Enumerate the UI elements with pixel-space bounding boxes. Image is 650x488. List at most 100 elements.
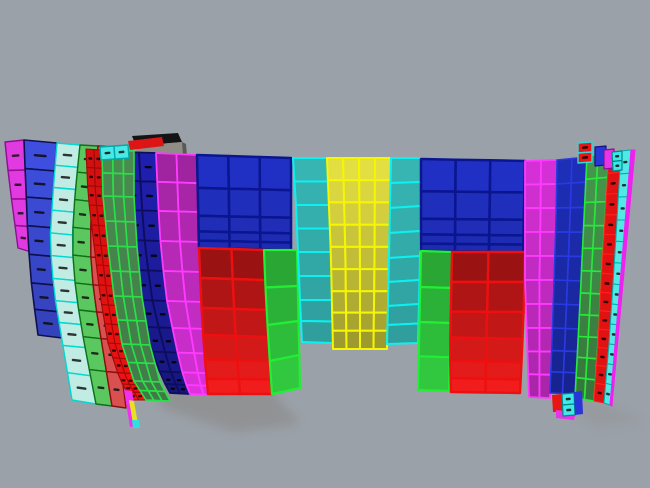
panel-cell[interactable] (527, 373, 541, 399)
column-green-left[interactable] (262, 248, 302, 396)
panel-cell[interactable] (538, 350, 553, 376)
panel-cell[interactable] (205, 377, 242, 396)
strip-cyan-right[interactable] (603, 149, 632, 406)
column-green-right[interactable] (416, 249, 454, 393)
panel-cell[interactable] (343, 223, 361, 248)
panel-cell[interactable] (196, 186, 231, 218)
panel-cell[interactable] (328, 223, 347, 248)
panel-cell[interactable] (538, 279, 555, 305)
panel-cell[interactable] (486, 250, 527, 284)
panel-cell[interactable] (554, 206, 572, 233)
panel-cell[interactable] (552, 279, 569, 306)
band-green-left[interactable] (101, 149, 171, 402)
panel-cell[interactable] (344, 268, 361, 293)
panel-cell[interactable] (453, 242, 491, 253)
panel-cell[interactable] (232, 307, 270, 339)
block-blue-right[interactable] (419, 157, 527, 254)
panel-cell[interactable] (538, 327, 554, 353)
panel-cell[interactable] (373, 201, 392, 226)
panel-cell[interactable] (359, 290, 376, 314)
panel-cell[interactable] (609, 149, 636, 407)
panel-cell[interactable] (264, 284, 300, 327)
panel-cell[interactable] (343, 201, 361, 226)
sliver-magenta-right[interactable] (609, 149, 636, 407)
panel-cell[interactable] (524, 231, 542, 257)
panel-cell[interactable] (526, 350, 541, 376)
panel-cell[interactable] (258, 155, 293, 192)
panel-cell[interactable] (389, 181, 422, 209)
panel-cell[interactable] (342, 179, 361, 204)
panel-cell[interactable] (342, 157, 361, 182)
panel-cell[interactable] (549, 370, 565, 395)
block-red-left[interactable] (197, 246, 274, 396)
tab-red-top-right[interactable] (577, 141, 593, 164)
column-teal-right[interactable] (386, 157, 422, 345)
panel-cell[interactable] (484, 377, 522, 395)
panel-cell[interactable] (550, 327, 567, 352)
panel-cell[interactable] (484, 360, 523, 381)
panel-cell[interactable] (258, 188, 293, 220)
panel-cell[interactable] (203, 358, 241, 381)
panel-cell[interactable] (300, 320, 334, 344)
panel-cell[interactable] (358, 223, 376, 248)
panel-cell[interactable] (553, 255, 570, 282)
panel-cell[interactable] (565, 279, 582, 306)
panel-cell[interactable] (387, 279, 421, 307)
panel-cell[interactable] (450, 250, 490, 284)
panel-cell[interactable] (488, 159, 527, 194)
panel-cell[interactable] (331, 311, 348, 332)
panel-cell[interactable] (388, 230, 422, 259)
panel-cell[interactable] (155, 152, 179, 184)
panel-cell[interactable] (449, 336, 488, 363)
panel-cell[interactable] (326, 157, 345, 182)
panel-cell[interactable] (345, 311, 361, 332)
column-navy-right[interactable] (549, 156, 588, 395)
panel-cell[interactable] (419, 217, 457, 237)
panel-cell[interactable] (566, 255, 584, 282)
panel-cell[interactable] (197, 214, 231, 234)
panel-cell[interactable] (293, 180, 330, 206)
panel-cell[interactable] (157, 210, 181, 243)
panel-cell[interactable] (418, 285, 453, 325)
panel-cell[interactable] (358, 201, 376, 226)
fan-strip-cyan[interactable] (49, 142, 97, 405)
panel-cell[interactable] (553, 231, 571, 258)
panel-cell[interactable] (525, 327, 541, 353)
panel-cell[interactable] (594, 176, 609, 203)
column-magenta-left[interactable] (155, 152, 218, 396)
panel-cell[interactable] (298, 275, 333, 301)
panel-cell[interactable] (299, 299, 334, 323)
panel-cell[interactable] (555, 182, 573, 209)
panel-cell[interactable] (539, 159, 558, 186)
panel-cell[interactable] (262, 248, 299, 289)
tab-cyan-bottom-right[interactable] (561, 392, 576, 417)
panel-cell[interactable] (449, 310, 489, 340)
panel-cell[interactable] (358, 157, 376, 182)
tab-red-bottom-right[interactable] (552, 394, 563, 412)
sliver-cyan-bottom-left[interactable] (132, 420, 140, 428)
panel-cell[interactable] (538, 255, 556, 281)
panel-cell[interactable] (126, 245, 141, 273)
panel-cell[interactable] (297, 251, 333, 277)
panel-cell[interactable] (387, 255, 421, 283)
panel-cell[interactable] (372, 329, 389, 350)
panel-cell[interactable] (258, 215, 293, 235)
panel-cell[interactable] (227, 215, 262, 235)
panel-cell[interactable] (201, 333, 239, 362)
panel-cell[interactable] (486, 280, 526, 314)
panel-cell[interactable] (569, 181, 587, 209)
panel-cell[interactable] (359, 329, 375, 350)
panel-cell[interactable] (419, 157, 457, 193)
panel-cell[interactable] (129, 270, 143, 298)
panel-cell[interactable] (589, 270, 603, 295)
panel-cell[interactable] (177, 210, 201, 243)
tab-cyan-top-left[interactable] (99, 144, 130, 161)
panel-cell[interactable] (292, 157, 329, 183)
panel-cell[interactable] (372, 311, 389, 332)
panel-cell[interactable] (551, 303, 568, 330)
panel-cell[interactable] (449, 280, 490, 313)
panel-cell[interactable] (417, 320, 452, 359)
panel-cell[interactable] (296, 227, 332, 253)
column-yellow-center[interactable] (326, 157, 392, 350)
